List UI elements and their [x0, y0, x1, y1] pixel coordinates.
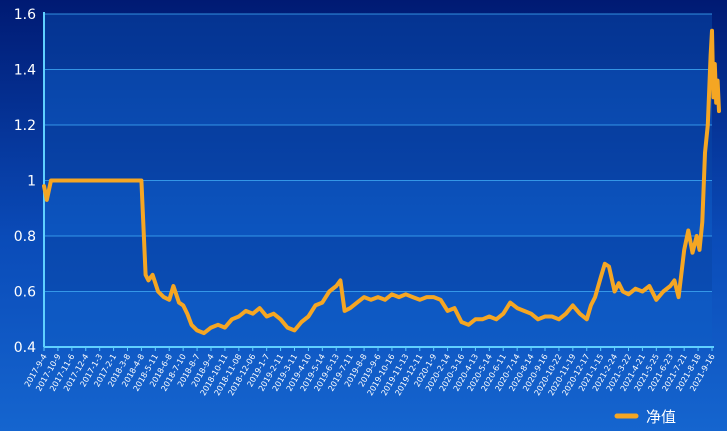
- legend: 净值: [614, 408, 676, 426]
- plot-band: [44, 180, 712, 236]
- plot-band: [44, 125, 712, 181]
- y-tick-label: 0.4: [14, 340, 36, 356]
- plot-band: [44, 14, 712, 70]
- y-tick-label: 1: [27, 174, 36, 190]
- y-tick-label: 0.8: [14, 229, 36, 245]
- y-tick-label: 0.6: [14, 285, 36, 301]
- legend-label: 净值: [646, 408, 676, 426]
- series-layer: [42, 28, 721, 336]
- plot-band: [44, 69, 712, 125]
- series-line: [42, 28, 721, 336]
- plot-band: [44, 291, 712, 347]
- y-tick-label: 1.4: [14, 63, 36, 79]
- plot-background-bands: [44, 14, 712, 347]
- x-axis-tick-labels: 2017-9-42017-10-92017-11-62017-12-42017-…: [23, 352, 717, 397]
- y-tick-label: 1.2: [14, 118, 36, 134]
- y-axis-tick-labels: 0.4 0.6 0.8 1 1.2 1.4 1.6: [14, 7, 36, 356]
- axes: [43, 12, 714, 351]
- y-tick-label: 1.6: [14, 7, 36, 23]
